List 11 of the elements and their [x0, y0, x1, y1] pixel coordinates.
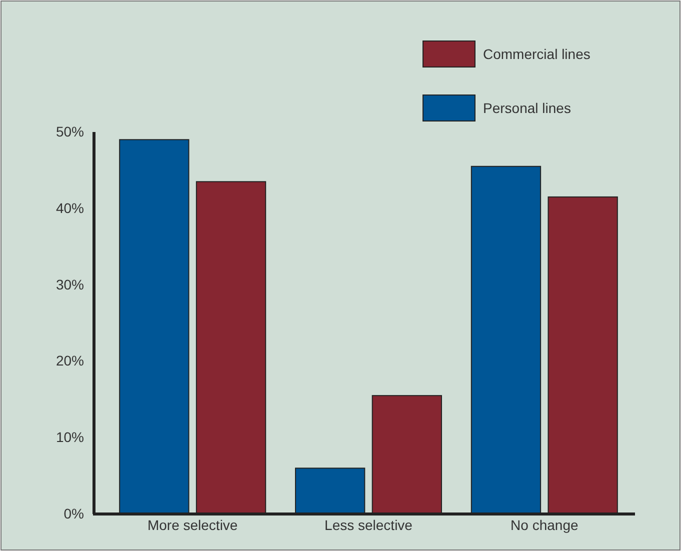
x-tick-label: No change — [510, 516, 578, 533]
x-tick-label: More selective — [147, 516, 238, 533]
legend-label: Commercial lines — [483, 46, 590, 62]
y-tick-label: 0% — [64, 505, 84, 522]
y-tick-label: 50% — [56, 123, 84, 140]
y-tick-label: 40% — [56, 200, 84, 216]
legend-label: Personal lines — [483, 100, 571, 116]
y-tick-label: 20% — [56, 352, 84, 369]
y-tick-label: 10% — [56, 429, 84, 446]
x-tick-label: Less selective — [324, 516, 413, 533]
y-tick-label: 30% — [56, 276, 84, 292]
